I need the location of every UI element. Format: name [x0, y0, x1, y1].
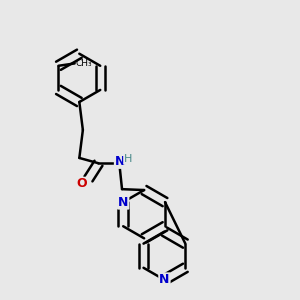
Text: N: N — [118, 196, 128, 208]
Text: H: H — [124, 154, 132, 164]
Text: CH₃: CH₃ — [76, 59, 92, 68]
Text: N: N — [159, 273, 170, 286]
Text: N: N — [115, 155, 125, 168]
Text: O: O — [77, 177, 87, 190]
